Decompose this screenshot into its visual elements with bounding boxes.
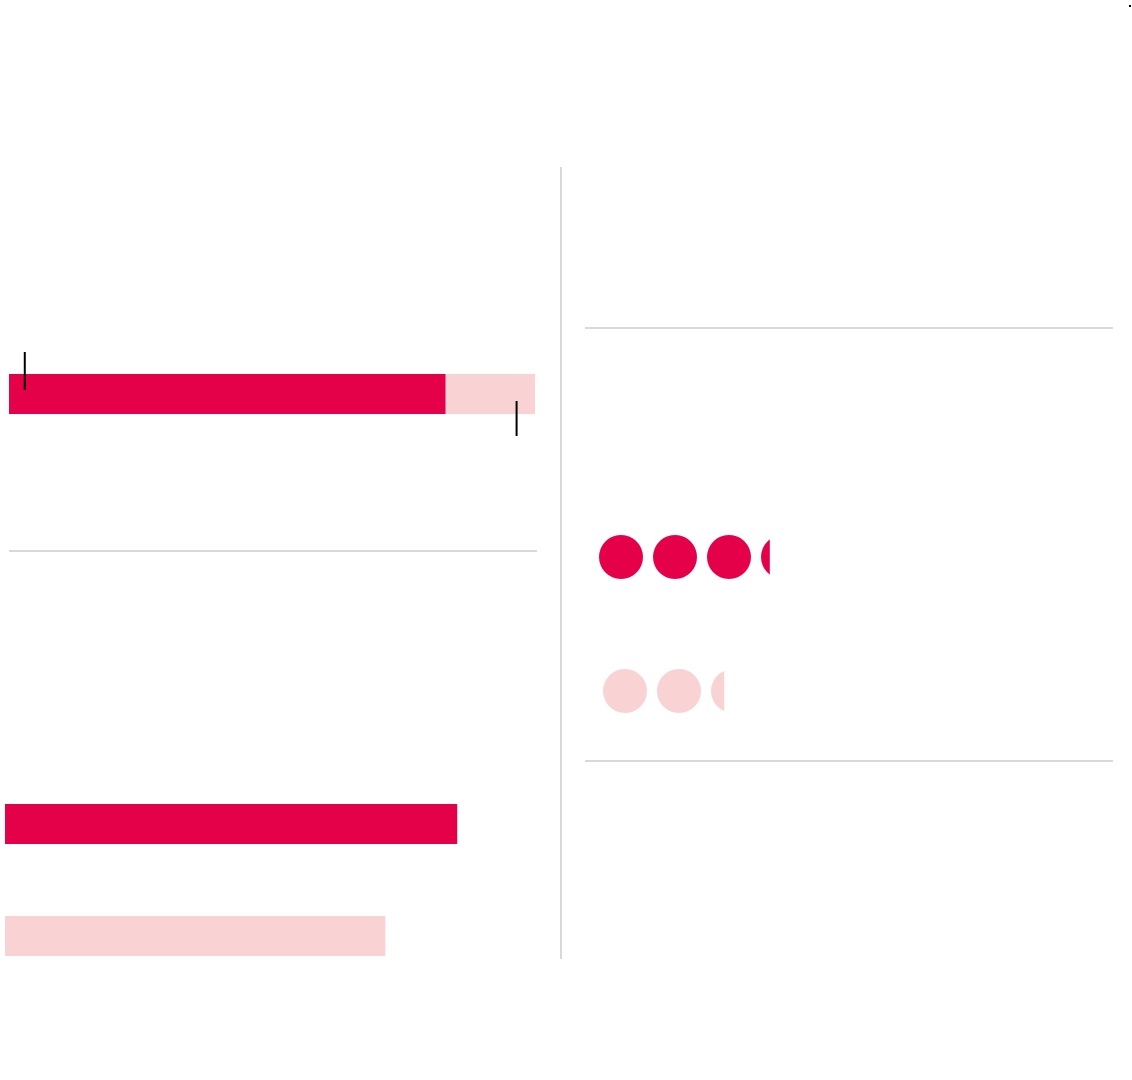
pictogram-dot-primary — [761, 539, 770, 575]
corner-mark — [1129, 5, 1131, 7]
comparison-bar-chart — [5, 804, 458, 956]
stacked-segment-primary — [9, 374, 446, 414]
pictogram-dot-secondary — [711, 670, 725, 712]
comparison-bar-secondary — [5, 916, 386, 956]
pictogram-dot-secondary — [603, 669, 647, 713]
pictogram-dot-primary — [599, 535, 643, 579]
pictogram-chart — [599, 535, 770, 713]
stacked-bar-chart — [9, 352, 535, 436]
pictogram-dot-primary — [707, 535, 751, 579]
pictogram-dot-primary — [653, 535, 697, 579]
comparison-bar-primary — [5, 804, 458, 844]
stacked-segment-secondary — [445, 374, 535, 414]
pictogram-dot-secondary — [657, 669, 701, 713]
